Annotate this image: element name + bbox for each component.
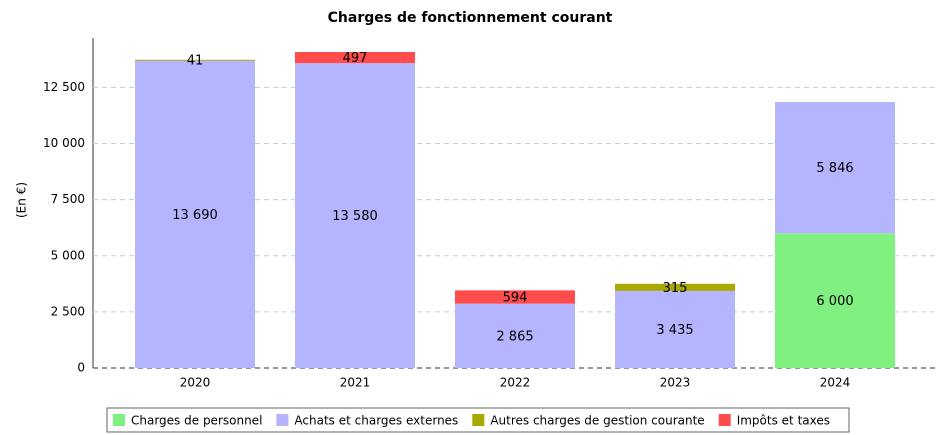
bar-segment (295, 51, 415, 64)
bar-segment (615, 290, 735, 368)
x-tick-label: 2022 (500, 376, 531, 390)
bar-segment (455, 303, 575, 368)
legend-swatch (276, 414, 289, 426)
y-tick-label: 0 (77, 361, 85, 375)
data-label: 2 865 (496, 329, 533, 344)
x-tick-label: 2023 (660, 376, 691, 390)
data-label: 13 690 (172, 208, 218, 223)
legend-label: Autres charges de gestion courante (490, 414, 704, 428)
bar-segment (775, 233, 895, 368)
legend-swatch (718, 414, 731, 426)
x-tick-label: 2024 (820, 376, 851, 390)
legend-label: Charges de personnel (131, 414, 262, 428)
bar-segment (775, 102, 895, 234)
data-label: 594 (503, 291, 528, 306)
y-tick-label: 12 500 (43, 80, 85, 94)
legend-label: Impôts et taxes (737, 414, 830, 428)
bar-segment (455, 290, 575, 304)
data-label: 497 (343, 51, 368, 66)
x-tick-label: 2020 (180, 376, 211, 390)
y-tick-label: 5 000 (51, 248, 85, 262)
y-tick-label: 7 500 (51, 192, 85, 206)
data-label: 3 435 (656, 323, 693, 338)
bar-segment (615, 283, 735, 291)
legend-swatch (113, 414, 125, 426)
legend-label: Achats et charges externes (294, 414, 458, 428)
legend-swatch (472, 414, 485, 426)
bar-segment (135, 60, 255, 369)
y-axis-label: (En €) (15, 182, 29, 218)
data-label: 6 000 (816, 294, 853, 309)
bar-segment (135, 59, 255, 61)
data-label: 41 (187, 54, 204, 69)
bar-segment (295, 63, 415, 369)
chart-title: Charges de fonctionnement courant (328, 10, 613, 26)
y-tick-label: 10 000 (43, 136, 85, 150)
data-label: 13 580 (332, 209, 378, 224)
x-tick-label: 2021 (340, 376, 371, 390)
data-label: 5 846 (816, 161, 853, 176)
y-tick-label: 2 500 (51, 304, 85, 318)
data-label: 315 (663, 281, 688, 296)
